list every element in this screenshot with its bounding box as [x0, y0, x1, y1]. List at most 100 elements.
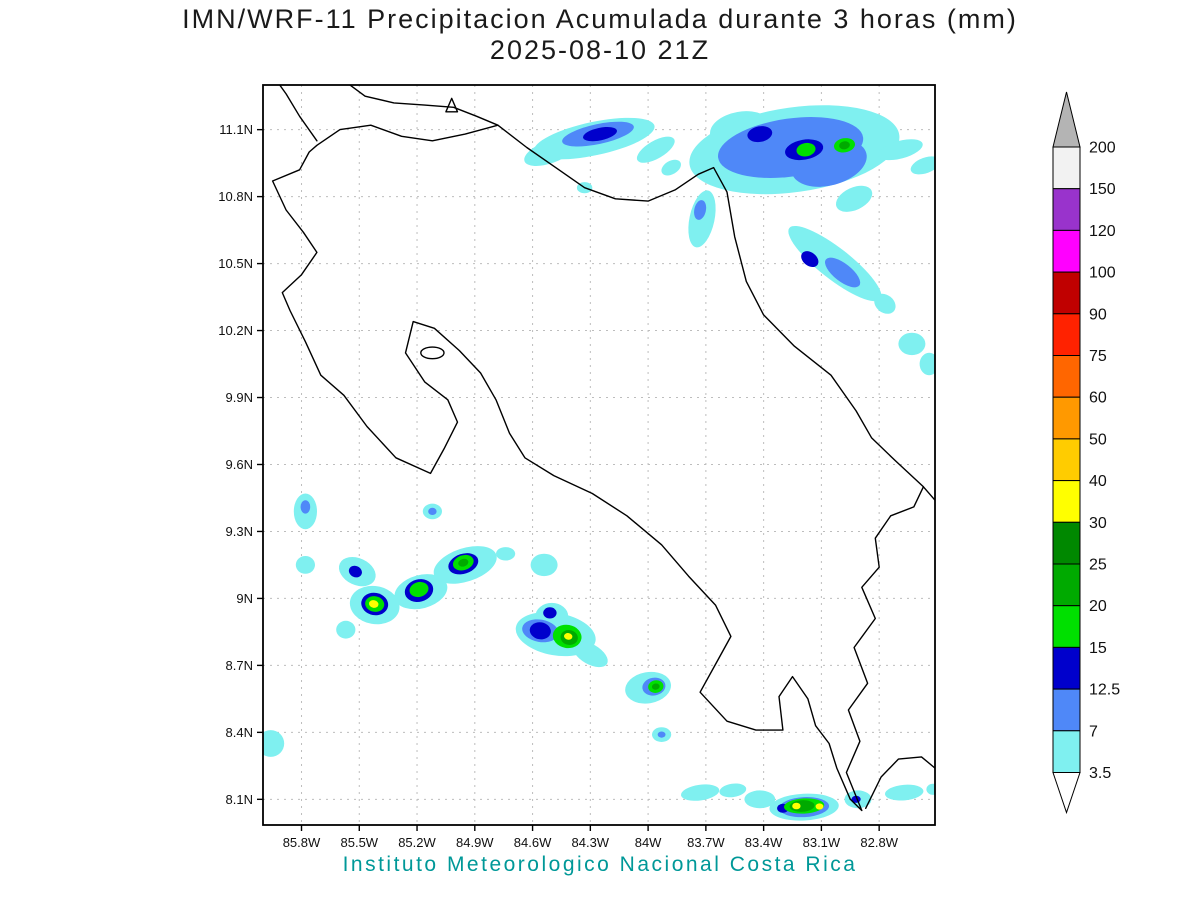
institute-caption: Instituto Meteorologico Nacional Costa R…	[342, 853, 858, 876]
colorbar-tick-label: 15	[1089, 640, 1107, 657]
y-axis-tick-label: 8.4N	[226, 725, 253, 740]
colorbar-tick-label: 150	[1089, 181, 1116, 198]
y-axis-tick-label: 10.5N	[218, 256, 253, 271]
chart-subtitle: 2025-08-10 21Z	[489, 35, 711, 65]
precip-cell	[874, 293, 896, 314]
precip-cell	[744, 790, 776, 809]
colorbar-tick-label: 200	[1089, 140, 1116, 157]
colorbar-segment	[1052, 480, 1081, 523]
x-axis-tick-label: 83.1W	[803, 835, 841, 850]
colorbar-tick-label: 40	[1089, 473, 1107, 490]
precip-cell	[680, 784, 720, 801]
precip-cell	[543, 607, 557, 619]
y-axis-tick-label: 9.6N	[226, 457, 253, 472]
x-axis-tick-label: 83.7W	[687, 835, 725, 850]
y-axis-tick-label: 9.9N	[226, 390, 253, 405]
precip-cell	[910, 156, 935, 175]
y-axis-tick-label: 11.1N	[219, 122, 253, 137]
precip-cell	[530, 553, 558, 577]
x-axis-tick-label: 84.9W	[456, 835, 494, 850]
x-axis-tick-label: 85.5W	[341, 835, 379, 850]
colorbar-tick-label: 100	[1089, 265, 1116, 282]
precip-cell	[409, 581, 429, 598]
nicaragua-coastline	[278, 85, 318, 142]
precip-cell	[898, 332, 926, 356]
y-axis-tick-label: 10.8N	[218, 189, 253, 204]
x-axis-tick-label: 84W	[635, 835, 662, 850]
precip-cell	[747, 126, 773, 143]
lake-nicaragua-shoreline	[348, 85, 499, 126]
colorbar-segment	[1052, 605, 1081, 648]
y-axis-tick-label: 8.1N	[226, 792, 253, 807]
x-axis-tick-label: 84.6W	[514, 835, 552, 850]
precip-cell	[428, 507, 437, 515]
precip-cell	[636, 136, 675, 163]
colorbar-tick-label: 3.5	[1089, 765, 1111, 782]
colorbar-segment	[1052, 438, 1081, 482]
colorbar-segment	[1052, 646, 1081, 690]
precip-cell	[877, 139, 923, 161]
panama-pacific-coastline	[865, 756, 935, 809]
precip-cell	[572, 641, 608, 668]
colorbar: 200 150 120 100 90 75 60 50 40 30 25 20 15 12.5 7 3.5	[1052, 91, 1120, 815]
precip-cell	[661, 159, 681, 176]
precip-cell	[263, 730, 285, 757]
x-axis-tick-label: 85.2W	[398, 835, 436, 850]
colorbar-tick-label: 75	[1089, 348, 1107, 365]
precip-cell	[926, 783, 935, 795]
precip-cell	[688, 190, 716, 248]
colorbar-tick-label: 7	[1089, 723, 1098, 740]
x-axis-tick-label: 82.8W	[860, 835, 898, 850]
y-axis-tick-label: 9.3N	[226, 524, 253, 539]
precip-cell	[835, 185, 873, 212]
lake-island-outline	[445, 97, 459, 113]
colorbar-segment	[1052, 730, 1081, 773]
colorbar-tick-label: 50	[1089, 431, 1107, 448]
precip-cell	[458, 558, 469, 567]
colorbar-segment	[1052, 146, 1081, 190]
precip-cell	[564, 633, 573, 640]
precip-cell	[336, 620, 356, 639]
precip-cell	[796, 142, 816, 157]
colorbar-segment	[1052, 313, 1081, 356]
precip-cell	[651, 683, 660, 690]
precip-cell	[839, 141, 850, 150]
precip-cell	[801, 251, 819, 268]
colorbar-segment	[1052, 521, 1081, 565]
colorbar-segment	[1052, 396, 1081, 440]
colorbar-over-arrow	[1052, 91, 1081, 148]
precip-cell	[815, 803, 824, 810]
x-axis-tick-label: 83.4W	[745, 835, 783, 850]
panama-caribbean-coastline	[922, 486, 935, 501]
precip-cell	[348, 565, 362, 578]
precip-cell	[825, 257, 861, 288]
precip-cell	[496, 547, 516, 561]
colorbar-under-arrow	[1052, 772, 1081, 815]
precip-cell	[919, 352, 935, 376]
precip-cell	[719, 783, 747, 798]
colorbar-segment	[1052, 271, 1081, 315]
colorbar-tick-label: 20	[1089, 598, 1107, 615]
y-axis-tick-label: 8.7N	[226, 658, 253, 673]
colorbar-segment	[1052, 355, 1081, 398]
precip-cell	[300, 500, 311, 514]
colorbar-segment	[1052, 688, 1081, 732]
chart-title: IMN/WRF-11 Precipitacion Acumulada duran…	[182, 4, 1018, 34]
chira-island-outline	[420, 346, 445, 360]
y-axis-tick-label: 10.2N	[218, 323, 253, 338]
costa-rica-outline	[271, 124, 925, 812]
precip-cell	[694, 200, 707, 220]
colorbar-segment	[1052, 188, 1081, 231]
precip-cell	[529, 622, 551, 640]
colorbar-tick-label: 90	[1089, 306, 1107, 323]
colorbar-tick-label: 25	[1089, 557, 1107, 574]
colorbar-tick-label: 60	[1089, 390, 1107, 407]
plot-frame	[262, 84, 936, 826]
colorbar-tick-label: 120	[1089, 223, 1116, 240]
x-axis-tick-label: 84.3W	[572, 835, 610, 850]
colorbar-tick-label: 12.5	[1089, 682, 1120, 699]
precip-cell	[884, 784, 924, 801]
precip-cell	[657, 731, 666, 738]
